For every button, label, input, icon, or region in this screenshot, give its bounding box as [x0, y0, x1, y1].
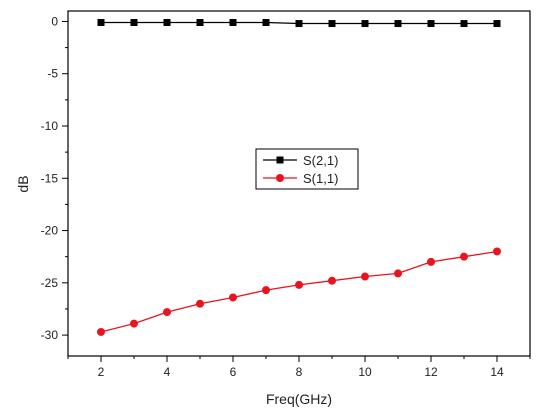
- data-point: [493, 20, 501, 28]
- y-tick-label: -20: [41, 224, 59, 238]
- series-line: [100, 250, 498, 333]
- data-point: [130, 319, 138, 328]
- data-point: [163, 308, 171, 317]
- x-tick-label: 2: [98, 365, 105, 379]
- data-point: [295, 280, 303, 289]
- y-tick-label: -25: [41, 276, 59, 290]
- x-axis-title: Freq(GHz): [266, 391, 332, 407]
- legend-marker: [276, 174, 284, 182]
- data-point: [394, 269, 402, 278]
- y-axis-title: dB: [15, 175, 31, 192]
- y-tick-label: 0: [51, 14, 58, 28]
- series-layer: [97, 19, 501, 336]
- data-point: [361, 272, 369, 281]
- x-axis-ticks: 2 4 6 8 10 12 14: [67, 356, 531, 379]
- data-point: [163, 19, 171, 26]
- data-point: [130, 19, 138, 26]
- x-tick-label: 14: [490, 365, 504, 379]
- data-point: [427, 20, 435, 28]
- data-point: [262, 286, 270, 295]
- series-s21: [97, 19, 501, 28]
- data-point: [394, 20, 402, 28]
- data-point: [196, 19, 204, 26]
- y-axis-ticks: 0 -5 -10 -15 -20 -25 -30: [41, 14, 68, 342]
- x-tick-label: 6: [230, 365, 237, 379]
- legend-box: [255, 148, 359, 190]
- data-point: [361, 20, 369, 28]
- y-tick-label: -10: [41, 119, 59, 133]
- series-s11: [97, 247, 501, 336]
- y-tick-label: -5: [47, 67, 58, 81]
- y-tick-label: -15: [41, 171, 59, 185]
- data-point: [427, 257, 435, 266]
- data-point: [196, 299, 204, 308]
- y-tick-label: -30: [41, 328, 59, 342]
- data-point: [97, 327, 105, 336]
- legend: S(2,1) S(1,1): [255, 148, 359, 190]
- data-point: [493, 247, 501, 256]
- data-point: [229, 293, 237, 302]
- data-point: [460, 20, 468, 28]
- legend-item: S(2,1): [263, 153, 338, 168]
- legend-marker: [276, 156, 284, 164]
- data-point: [97, 19, 105, 26]
- data-point: [328, 276, 336, 285]
- x-tick-label: 4: [164, 365, 171, 379]
- data-point: [229, 19, 237, 26]
- legend-label: S(1,1): [303, 171, 338, 186]
- data-point: [295, 20, 303, 28]
- data-point: [328, 20, 336, 28]
- legend-item: S(1,1): [263, 171, 338, 186]
- data-point: [460, 252, 468, 261]
- x-tick-label: 12: [424, 365, 438, 379]
- legend-label: S(2,1): [303, 153, 338, 168]
- x-tick-label: 8: [296, 365, 303, 379]
- x-tick-label: 10: [358, 365, 372, 379]
- data-point: [262, 19, 270, 26]
